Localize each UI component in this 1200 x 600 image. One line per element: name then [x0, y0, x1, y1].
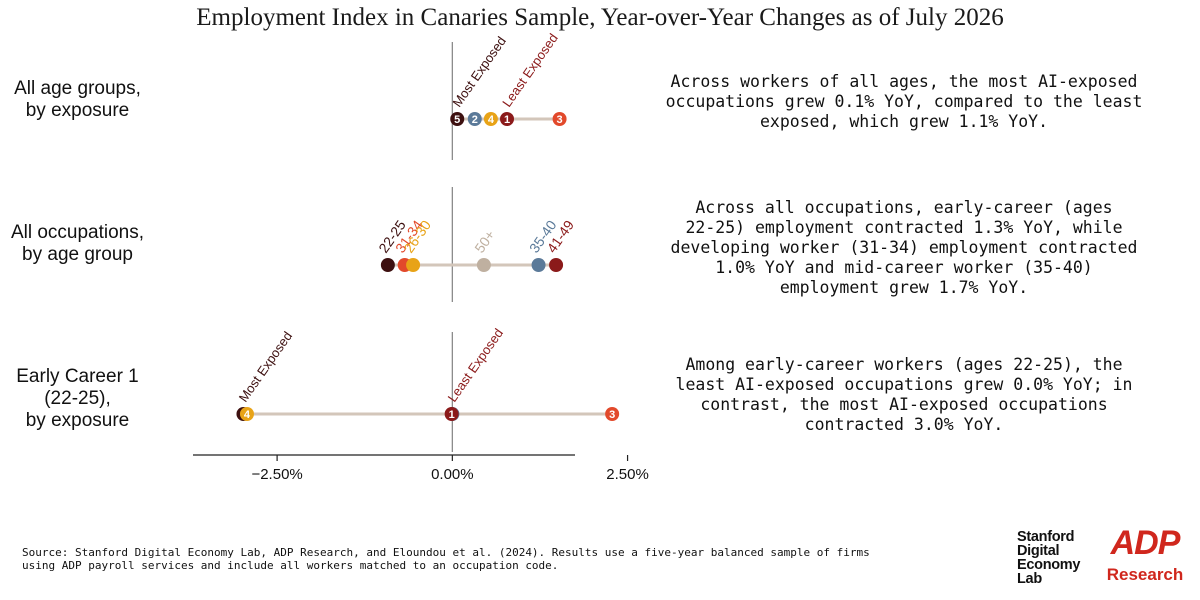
data-point	[605, 407, 620, 421]
row-label-line: (22-25),	[44, 388, 111, 409]
data-point	[380, 258, 395, 272]
description-line: occupations grew 0.1% YoY, compared to t…	[665, 92, 1143, 111]
row-label-line: All age groups,	[14, 78, 141, 99]
row-label-1: All occupations, by age group	[0, 222, 155, 266]
age-group-label: 50+	[471, 227, 498, 256]
row-label-line: by exposure	[25, 100, 130, 121]
adp-research-logo: ADP Research	[1103, 524, 1187, 590]
description-line: 22-25) employment contracted 1.3% YoY, w…	[685, 218, 1123, 237]
quintile-label: 2	[472, 114, 478, 126]
logo-line: Economy	[1017, 557, 1081, 573]
data-point	[476, 258, 491, 272]
description-line: 1.0% YoY and mid-career worker (35-40)	[715, 258, 1093, 277]
quintile-label: 3	[557, 114, 563, 126]
description-line: Among early-career workers (ages 22-25),…	[685, 355, 1123, 374]
data-point	[406, 258, 421, 272]
data-point	[483, 112, 498, 126]
row-label-line: Early Career 1	[16, 366, 139, 387]
quintile-label: 4	[244, 409, 251, 421]
logo-line: Digital	[1017, 543, 1060, 559]
data-point	[500, 112, 515, 126]
description-line: least AI-exposed occupations grew 0.0% Y…	[675, 375, 1133, 394]
data-point	[239, 407, 254, 421]
data-point	[552, 112, 567, 126]
description-line: developing worker (31-34) employment con…	[670, 238, 1138, 257]
description-line: contrast, the most AI-exposed occupation…	[700, 395, 1108, 414]
quintile-label: 1	[504, 114, 510, 126]
description-line: contracted 3.0% YoY.	[804, 415, 1004, 434]
row-label-line: by exposure	[25, 410, 130, 431]
x-tick-label: −2.50%	[251, 466, 302, 483]
adp-wordmark: ADP	[1110, 524, 1181, 562]
adp-research-label: Research	[1106, 565, 1184, 584]
quintile-label: 5	[454, 114, 460, 126]
exposure-annotation: Least Exposed	[445, 326, 507, 405]
logo-line: Lab	[1017, 571, 1042, 587]
quintile-label: 4	[488, 114, 495, 126]
logo-line: Stanford	[1017, 529, 1075, 545]
description-line: exposed, which grew 1.1% YoY.	[759, 112, 1049, 131]
row-label-line: All occupations,	[10, 222, 145, 243]
stanford-digital-economy-lab-logo: Stanford Digital Economy Lab	[1017, 529, 1097, 587]
data-point	[531, 258, 546, 272]
row-description-0: Across workers of all ages, the most AI-…	[608, 72, 1200, 132]
x-tick-label: 2.50%	[606, 466, 649, 483]
data-point	[444, 407, 459, 421]
data-point	[549, 258, 564, 272]
data-point	[467, 112, 482, 126]
source-line: using ADP payroll services and include a…	[22, 559, 559, 572]
description-line: employment grew 1.7% YoY.	[779, 278, 1029, 297]
x-tick-label: 0.00%	[431, 466, 474, 483]
chart-title: Employment Index in Canaries Sample, Yea…	[196, 4, 1004, 31]
source-note: Source: Stanford Digital Economy Lab, AD…	[22, 546, 982, 572]
row-label-line: by age group	[22, 244, 133, 265]
quintile-label: 1	[449, 409, 455, 421]
row-description-1: Across all occupations, early-career (ag…	[608, 198, 1200, 298]
data-point	[450, 112, 465, 126]
exposure-annotation: Most Exposed	[236, 329, 296, 405]
description-line: Across all occupations, early-career (ag…	[695, 198, 1113, 217]
quintile-label: 3	[609, 409, 615, 421]
row-description-2: Among early-career workers (ages 22-25),…	[608, 355, 1200, 435]
source-line: Source: Stanford Digital Economy Lab, AD…	[22, 546, 870, 559]
description-line: Across workers of all ages, the most AI-…	[670, 72, 1138, 91]
row-label-2: Early Career 1 (22-25), by exposure	[0, 366, 155, 432]
row-label-0: All age groups, by exposure	[0, 78, 155, 122]
